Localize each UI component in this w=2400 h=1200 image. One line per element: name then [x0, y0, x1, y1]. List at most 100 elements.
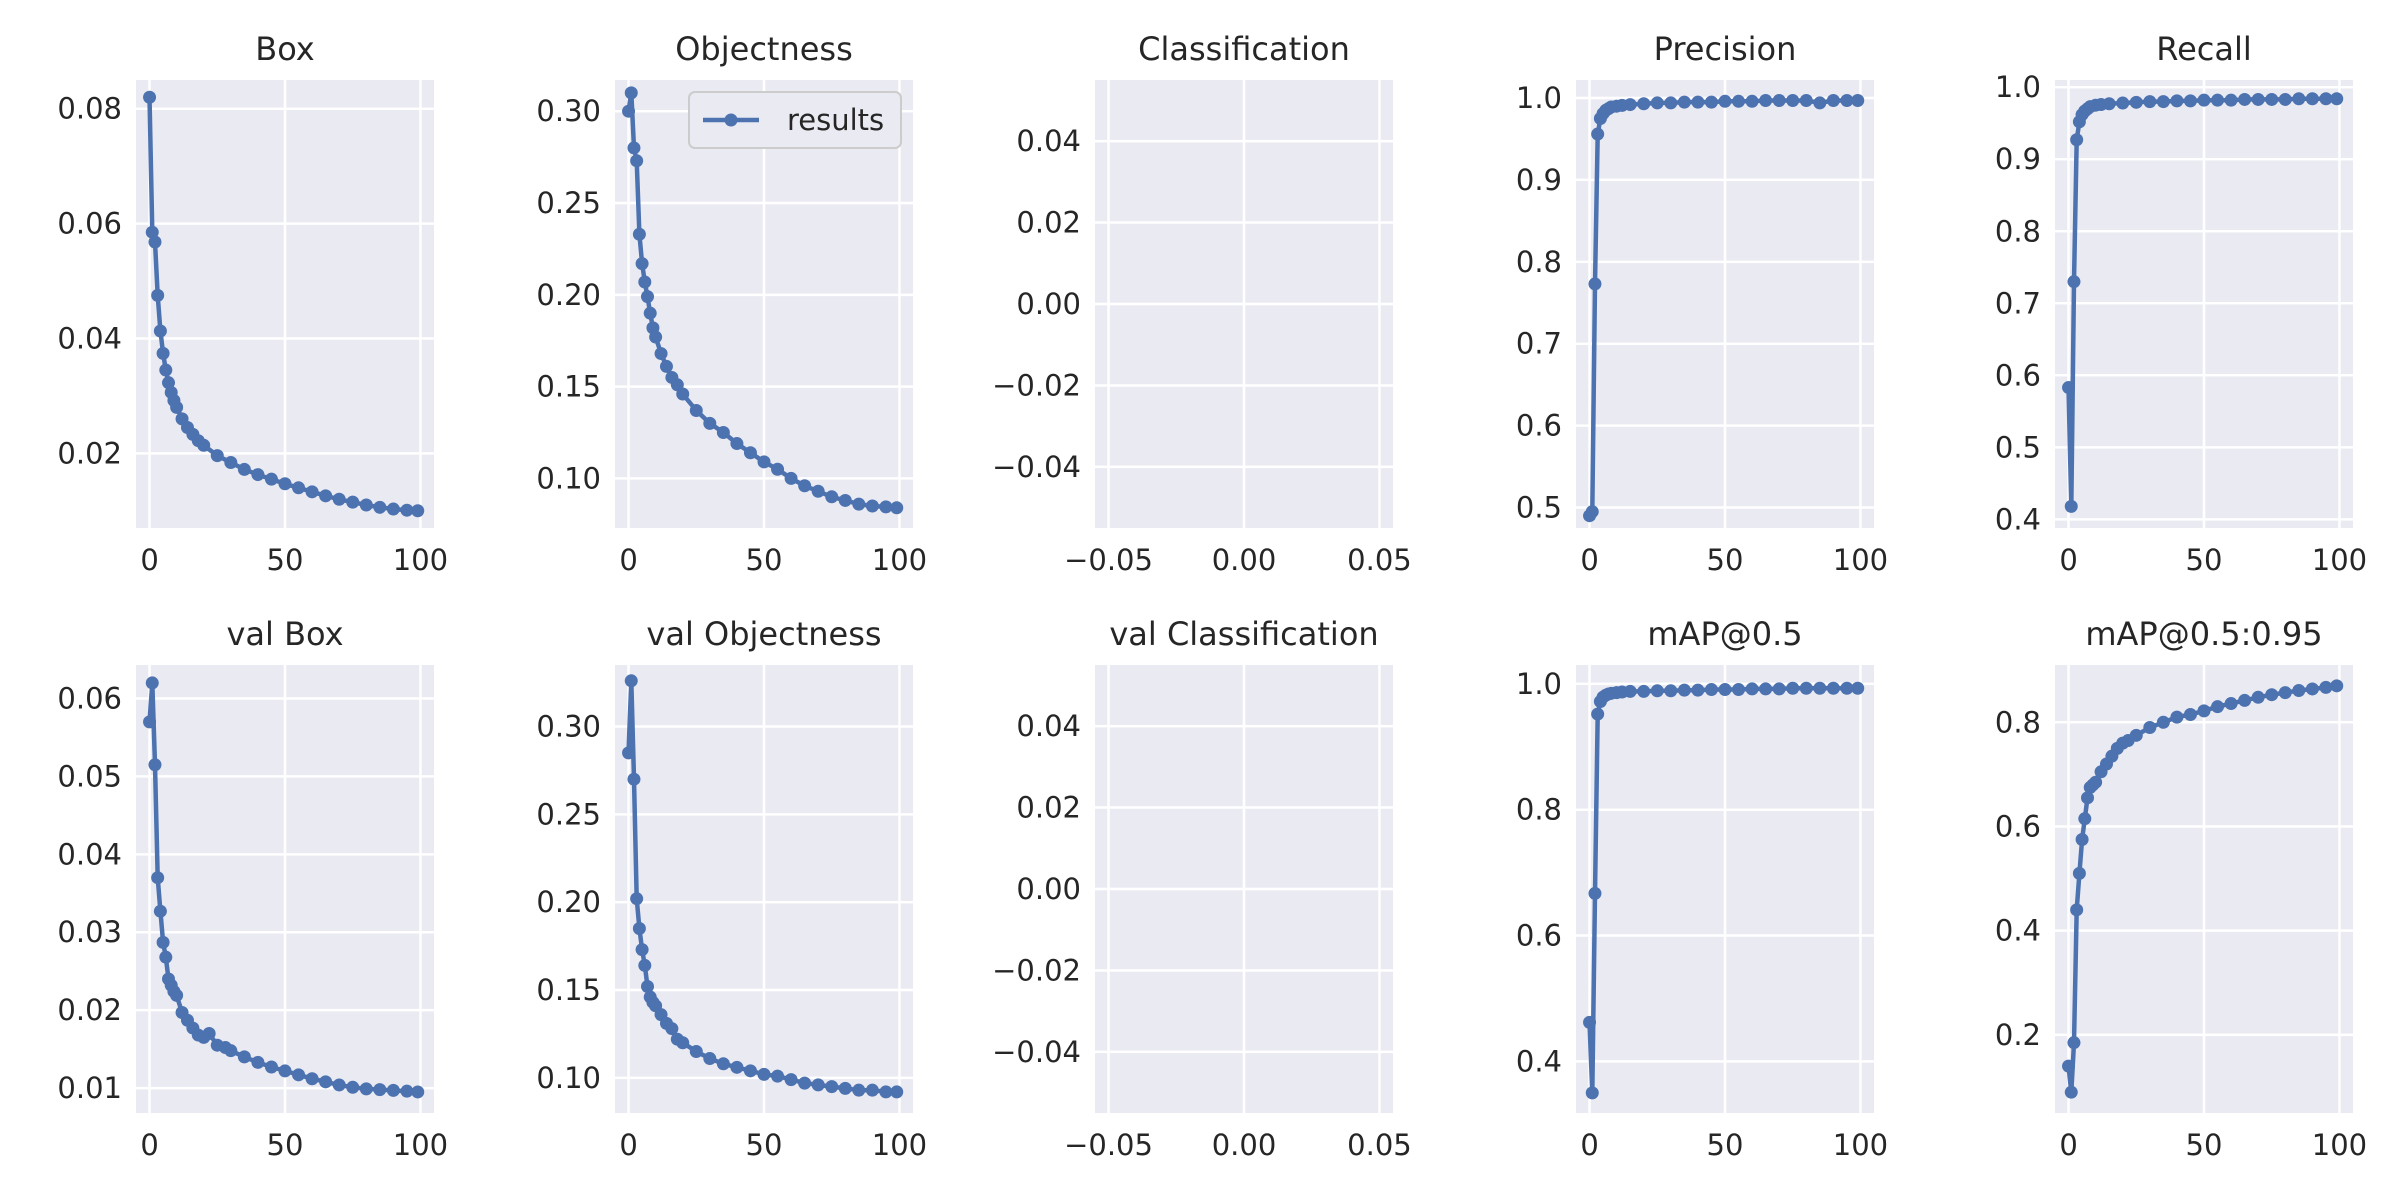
- data-point: [143, 90, 157, 104]
- x-tick-label: 100: [1833, 543, 1888, 577]
- data-point: [202, 1027, 216, 1041]
- x-tick-label: 50: [2186, 543, 2223, 577]
- data-point: [641, 290, 655, 304]
- data-point: [346, 495, 360, 509]
- data-point: [1759, 93, 1773, 107]
- data-point: [743, 1064, 757, 1078]
- y-tick-label: 0.30: [536, 94, 601, 128]
- data-point: [730, 437, 744, 451]
- data-point: [730, 1060, 744, 1074]
- y-tick-label: 0.00: [1016, 287, 1081, 321]
- x-tick-label: 0: [1580, 543, 1598, 577]
- data-point: [1799, 681, 1813, 695]
- y-tick-label: 0.02: [1016, 206, 1081, 240]
- y-tick-label: 0.9: [1516, 163, 1562, 197]
- data-point: [1786, 93, 1800, 107]
- x-tick-label: 50: [746, 1128, 783, 1162]
- data-point: [1772, 682, 1786, 696]
- x-tick-label: 50: [267, 543, 304, 577]
- series-group: [2062, 679, 2344, 1099]
- y-tick-label: 0.6: [1516, 409, 1562, 443]
- panel-precision: 0 50 100 0.5 0.6 0.7 0.8 0.9 1.0 Precision: [1516, 30, 1888, 577]
- legend-label: results: [787, 103, 884, 137]
- data-point: [716, 426, 730, 440]
- chart-title: mAP@0.5:0.95: [2085, 615, 2322, 653]
- y-tick-label: 0.02: [1016, 791, 1081, 825]
- y-tick-label: 0.01: [57, 1071, 122, 1105]
- data-point: [386, 502, 400, 516]
- data-point: [319, 489, 333, 503]
- data-point: [1759, 682, 1773, 696]
- data-point: [703, 1052, 717, 1066]
- data-point: [2070, 133, 2084, 147]
- y-tick-label: 0.04: [57, 321, 122, 355]
- data-point: [1840, 93, 1854, 107]
- data-point: [2278, 92, 2292, 106]
- data-point: [400, 1084, 414, 1098]
- data-point: [2089, 775, 2103, 789]
- data-point: [145, 676, 159, 690]
- data-point: [1826, 681, 1840, 695]
- data-point: [1591, 707, 1605, 721]
- data-point: [757, 1067, 771, 1081]
- data-point: [865, 499, 879, 513]
- y-tick-label: 0.4: [1516, 1044, 1562, 1078]
- legend-marker: [724, 113, 738, 127]
- x-tick-label: 100: [393, 1128, 448, 1162]
- data-point: [411, 1085, 425, 1099]
- x-tick-label: 0: [140, 1128, 158, 1162]
- data-point: [359, 498, 373, 512]
- x-tick-label: 50: [746, 543, 783, 577]
- data-point: [197, 438, 211, 452]
- y-tick-label: 0.9: [1995, 142, 2041, 176]
- data-point: [1588, 277, 1602, 291]
- data-point: [153, 904, 167, 918]
- data-point: [151, 871, 165, 885]
- y-tick-label: 0.7: [1995, 286, 2041, 320]
- chart-title: Recall: [2156, 30, 2251, 68]
- data-point: [1585, 505, 1599, 519]
- data-point: [2292, 684, 2306, 698]
- data-point: [2072, 866, 2086, 880]
- data-point: [771, 1069, 785, 1083]
- x-tick-label: 100: [872, 543, 927, 577]
- data-point: [1826, 93, 1840, 107]
- data-point: [305, 1072, 319, 1086]
- data-point: [659, 359, 673, 373]
- y-tick-label: 0.7: [1516, 327, 1562, 361]
- data-point: [2251, 92, 2265, 106]
- x-tick-label: 100: [393, 543, 448, 577]
- data-point: [2070, 903, 2084, 917]
- data-point: [622, 746, 636, 760]
- x-tick-label: 0.00: [1212, 1128, 1277, 1162]
- panel-val-classification: −0.05 0.00 0.05 −0.04 −0.02 0.00 0.02 0.04 val C…: [992, 615, 1412, 1162]
- data-point: [798, 1076, 812, 1090]
- x-tick-label: 0.00: [1212, 543, 1277, 577]
- data-point: [1851, 681, 1865, 695]
- data-point: [865, 1083, 879, 1097]
- x-tick-label: 100: [1833, 1128, 1888, 1162]
- data-point: [2102, 97, 2116, 111]
- data-point: [2224, 93, 2238, 107]
- data-point: [1637, 684, 1651, 698]
- data-point: [1799, 93, 1813, 107]
- data-point: [305, 485, 319, 499]
- data-point: [2278, 686, 2292, 700]
- y-tick-label: 0.06: [57, 682, 122, 716]
- series-group: [2062, 92, 2344, 513]
- data-point: [2197, 93, 2211, 107]
- data-point: [145, 225, 159, 239]
- y-tick-label: 0.6: [1516, 919, 1562, 953]
- data-point: [2265, 92, 2279, 106]
- y-tick-label: 0.4: [1995, 502, 2041, 536]
- data-point: [143, 715, 157, 729]
- data-point: [2211, 700, 2225, 714]
- y-tick-label: 0.8: [1995, 214, 2041, 248]
- data-point: [1840, 681, 1854, 695]
- y-tick-label: 0.4: [1995, 914, 2041, 948]
- data-point: [2067, 275, 2081, 289]
- data-point: [224, 1044, 238, 1058]
- data-point: [2305, 682, 2319, 696]
- y-tick-label: 0.5: [1995, 430, 2041, 464]
